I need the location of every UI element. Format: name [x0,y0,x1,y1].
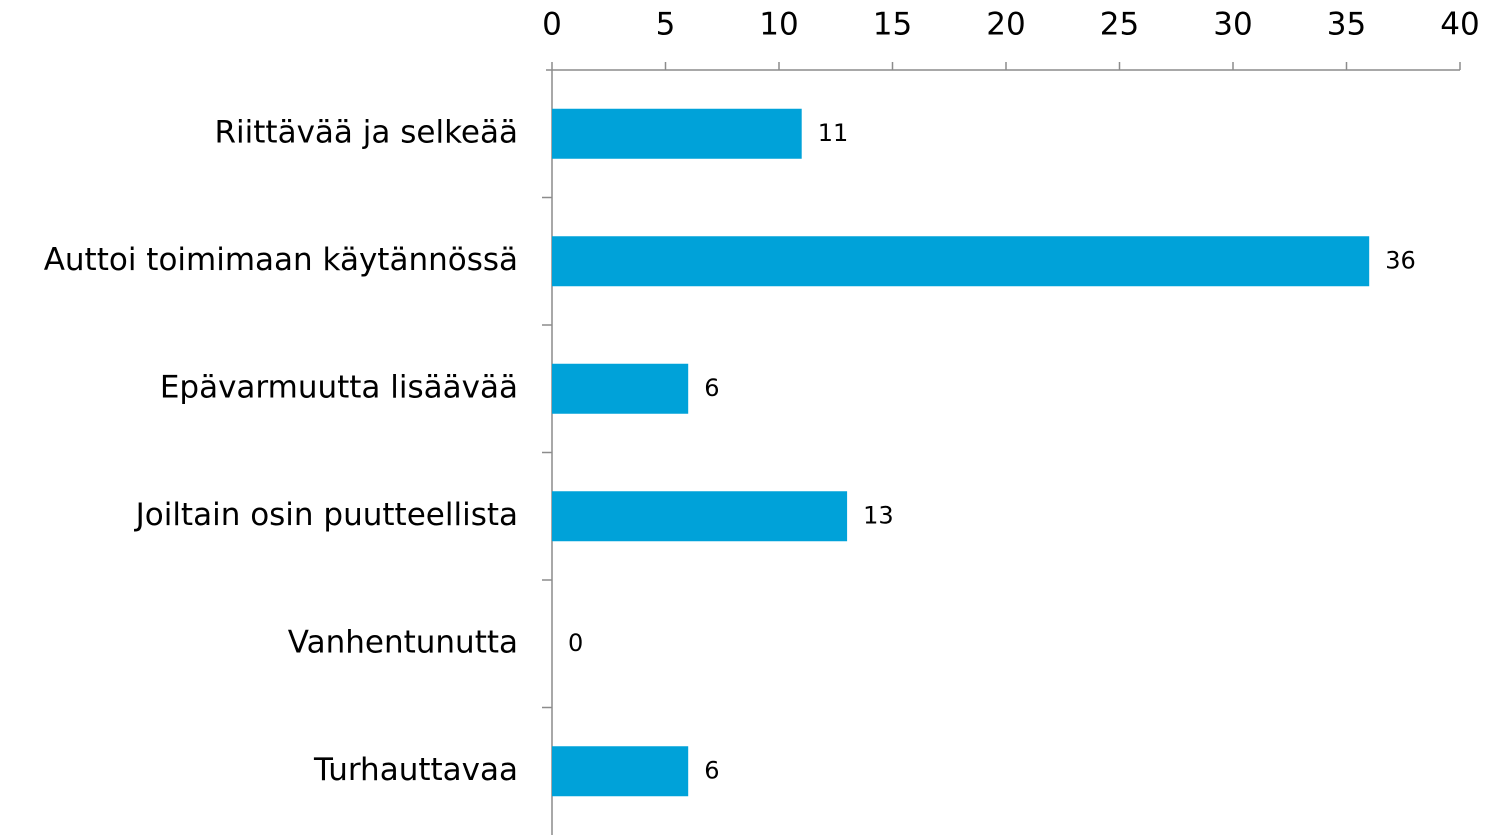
bar [552,746,689,797]
x-tick-label: 40 [1440,7,1479,43]
data-label: 6 [704,374,719,402]
data-label: 6 [704,756,719,784]
y-tick-label: Joiltain osin puutteellista [134,497,518,533]
data-label: 0 [568,629,583,657]
bar [552,108,802,159]
y-tick-label: Turhauttavaa [313,752,518,788]
x-tick-label: 0 [542,7,562,43]
data-label: 13 [863,501,894,529]
x-tick-label: 25 [1100,7,1139,43]
x-tick-label: 30 [1213,7,1252,43]
x-tick-label: 15 [873,7,912,43]
bar [552,491,848,542]
data-label: 36 [1385,246,1416,274]
bar [552,363,689,414]
x-tick-label: 20 [986,7,1025,43]
y-tick-label: Auttoi toimimaan käytännössä [44,242,518,278]
y-tick-label: Epävarmuutta lisäävää [160,369,518,405]
x-tick-label: 10 [759,7,798,43]
bar [552,236,1370,287]
x-tick-label: 35 [1327,7,1366,43]
y-tick-label: Riittävää ja selkeää [215,114,518,150]
x-tick-label: 5 [656,7,676,43]
y-tick-label: Vanhentunutta [288,624,518,660]
data-label: 11 [818,119,849,147]
